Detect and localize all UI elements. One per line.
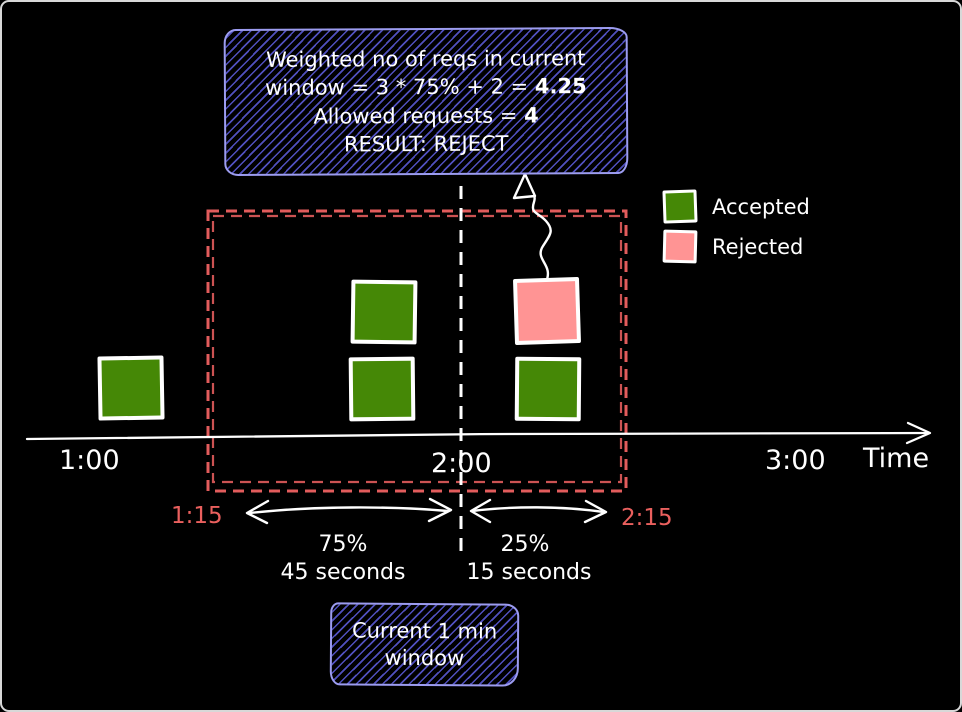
allowed-requests-text: Allowed requests = <box>313 102 525 129</box>
request-square-accepted-1 <box>97 355 165 421</box>
window-end-label: 2:15 <box>621 505 673 531</box>
previous-portion-arrow-left-head-icon <box>245 499 270 525</box>
legend-item-accepted: Accepted <box>662 189 810 224</box>
previous-portion-arrow-right-head-icon <box>427 497 453 523</box>
current-portion-percent: 25% <box>500 532 550 557</box>
legend: Accepted Rejected <box>662 189 810 270</box>
previous-portion-duration: 45 seconds <box>280 560 406 585</box>
current-window-label-line-2: window <box>384 645 465 670</box>
result-line-2: window = 3 * 75% + 2 = 4.25 <box>265 72 587 102</box>
legend-label-rejected: Rejected <box>712 234 804 259</box>
weighted-count-value: 4.25 <box>534 74 587 99</box>
accepted-color-swatch <box>662 189 698 224</box>
current-portion-arrow-left-head-icon <box>469 498 492 524</box>
result-callout-box: Weighted no of reqs in current window = … <box>223 26 629 177</box>
result-line-1: Weighted no of reqs in current <box>265 45 586 72</box>
legend-label-accepted: Accepted <box>712 194 810 219</box>
sliding-window-dashed-rect-sketch <box>211 214 623 484</box>
tick-1-00: 1:00 <box>59 445 120 476</box>
rejected-color-swatch <box>662 229 698 264</box>
current-portion-duration: 15 seconds <box>466 560 592 585</box>
reject-pointer-squiggle-arrow <box>525 183 552 284</box>
window-start-label: 1:15 <box>171 503 223 529</box>
reject-pointer-arrowhead-icon <box>512 172 537 200</box>
request-square-accepted-4 <box>514 356 582 422</box>
tick-3-00: 3:00 <box>765 445 826 476</box>
result-line-3: Allowed requests = 4 <box>313 101 538 131</box>
tick-2-00: 2:00 <box>431 448 492 479</box>
axis-label-time: Time <box>863 443 930 474</box>
current-portion-arrow <box>470 506 606 514</box>
allowed-requests-value: 4 <box>524 102 539 127</box>
request-square-accepted-2 <box>350 279 418 345</box>
request-square-accepted-3 <box>348 356 416 422</box>
timeline-arrowhead-icon <box>905 421 932 445</box>
current-portion-arrow-right-head-icon <box>583 499 608 524</box>
sliding-window-dashed-rect <box>206 209 628 493</box>
timeline-axis <box>25 431 930 441</box>
previous-portion-arrow <box>248 506 450 515</box>
current-window-callout-box: Current 1 min window <box>329 602 520 687</box>
weighted-count-formula: window = 3 * 75% + 2 = <box>265 74 535 100</box>
current-window-label-line-1: Current 1 min <box>351 617 498 644</box>
legend-item-rejected: Rejected <box>662 229 810 264</box>
previous-portion-percent: 75% <box>318 532 368 557</box>
request-square-rejected <box>512 276 582 346</box>
result-verdict: RESULT: REJECT <box>343 131 509 157</box>
